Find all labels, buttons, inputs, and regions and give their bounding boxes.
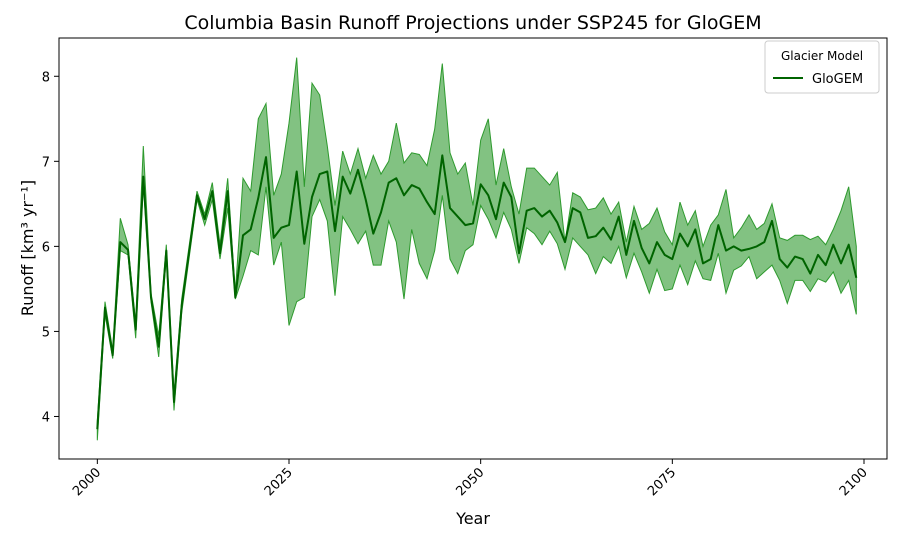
y-axis-label: Runoff [km³ yr⁻¹] bbox=[18, 180, 37, 316]
y-tick-label: 7 bbox=[42, 155, 50, 170]
x-tick-label: 2075 bbox=[645, 465, 679, 499]
legend-title: Glacier Model bbox=[781, 49, 863, 63]
x-axis-label: Year bbox=[455, 509, 490, 528]
x-tick-label: 2100 bbox=[837, 465, 871, 499]
legend-box bbox=[764, 40, 880, 94]
y-tick-label: 4 bbox=[42, 410, 50, 425]
legend: Glacier Model GloGEM bbox=[764, 40, 880, 94]
legend-label-glogem: GloGEM bbox=[812, 72, 863, 87]
y-tick-label: 6 bbox=[42, 240, 50, 255]
y-tick-label: 8 bbox=[42, 70, 50, 85]
chart-title: Columbia Basin Runoff Projections under … bbox=[184, 12, 761, 34]
series-line-glogem bbox=[96, 154, 858, 430]
x-tick-label: 2025 bbox=[262, 465, 296, 499]
uncertainty-band bbox=[96, 57, 857, 441]
x-tick-label: 2000 bbox=[70, 465, 104, 499]
plot-area bbox=[96, 57, 858, 441]
x-tick-label: 2050 bbox=[453, 465, 487, 499]
plot-frame bbox=[58, 37, 888, 460]
y-tick-label: 5 bbox=[42, 325, 50, 340]
